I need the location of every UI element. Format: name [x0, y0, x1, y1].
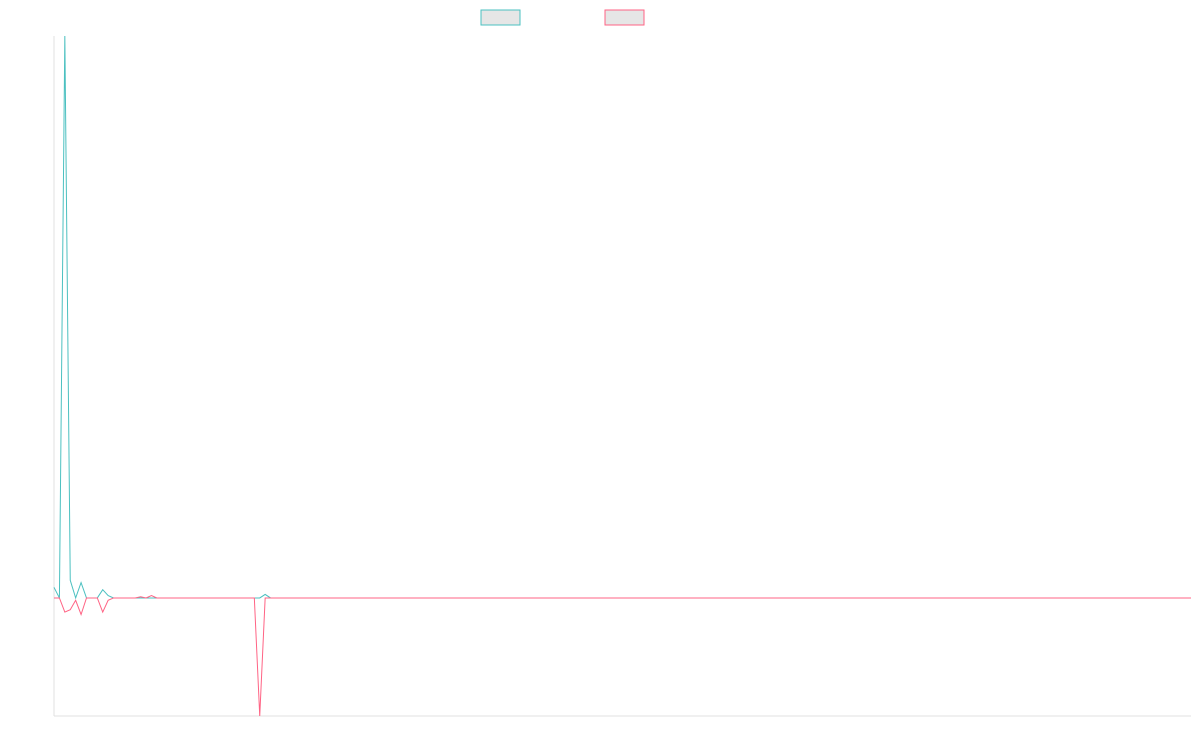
legend-swatch [604, 9, 645, 26]
series-line [53, 35, 1191, 600]
legend-swatch [480, 9, 521, 26]
series-line [54, 595, 1191, 717]
